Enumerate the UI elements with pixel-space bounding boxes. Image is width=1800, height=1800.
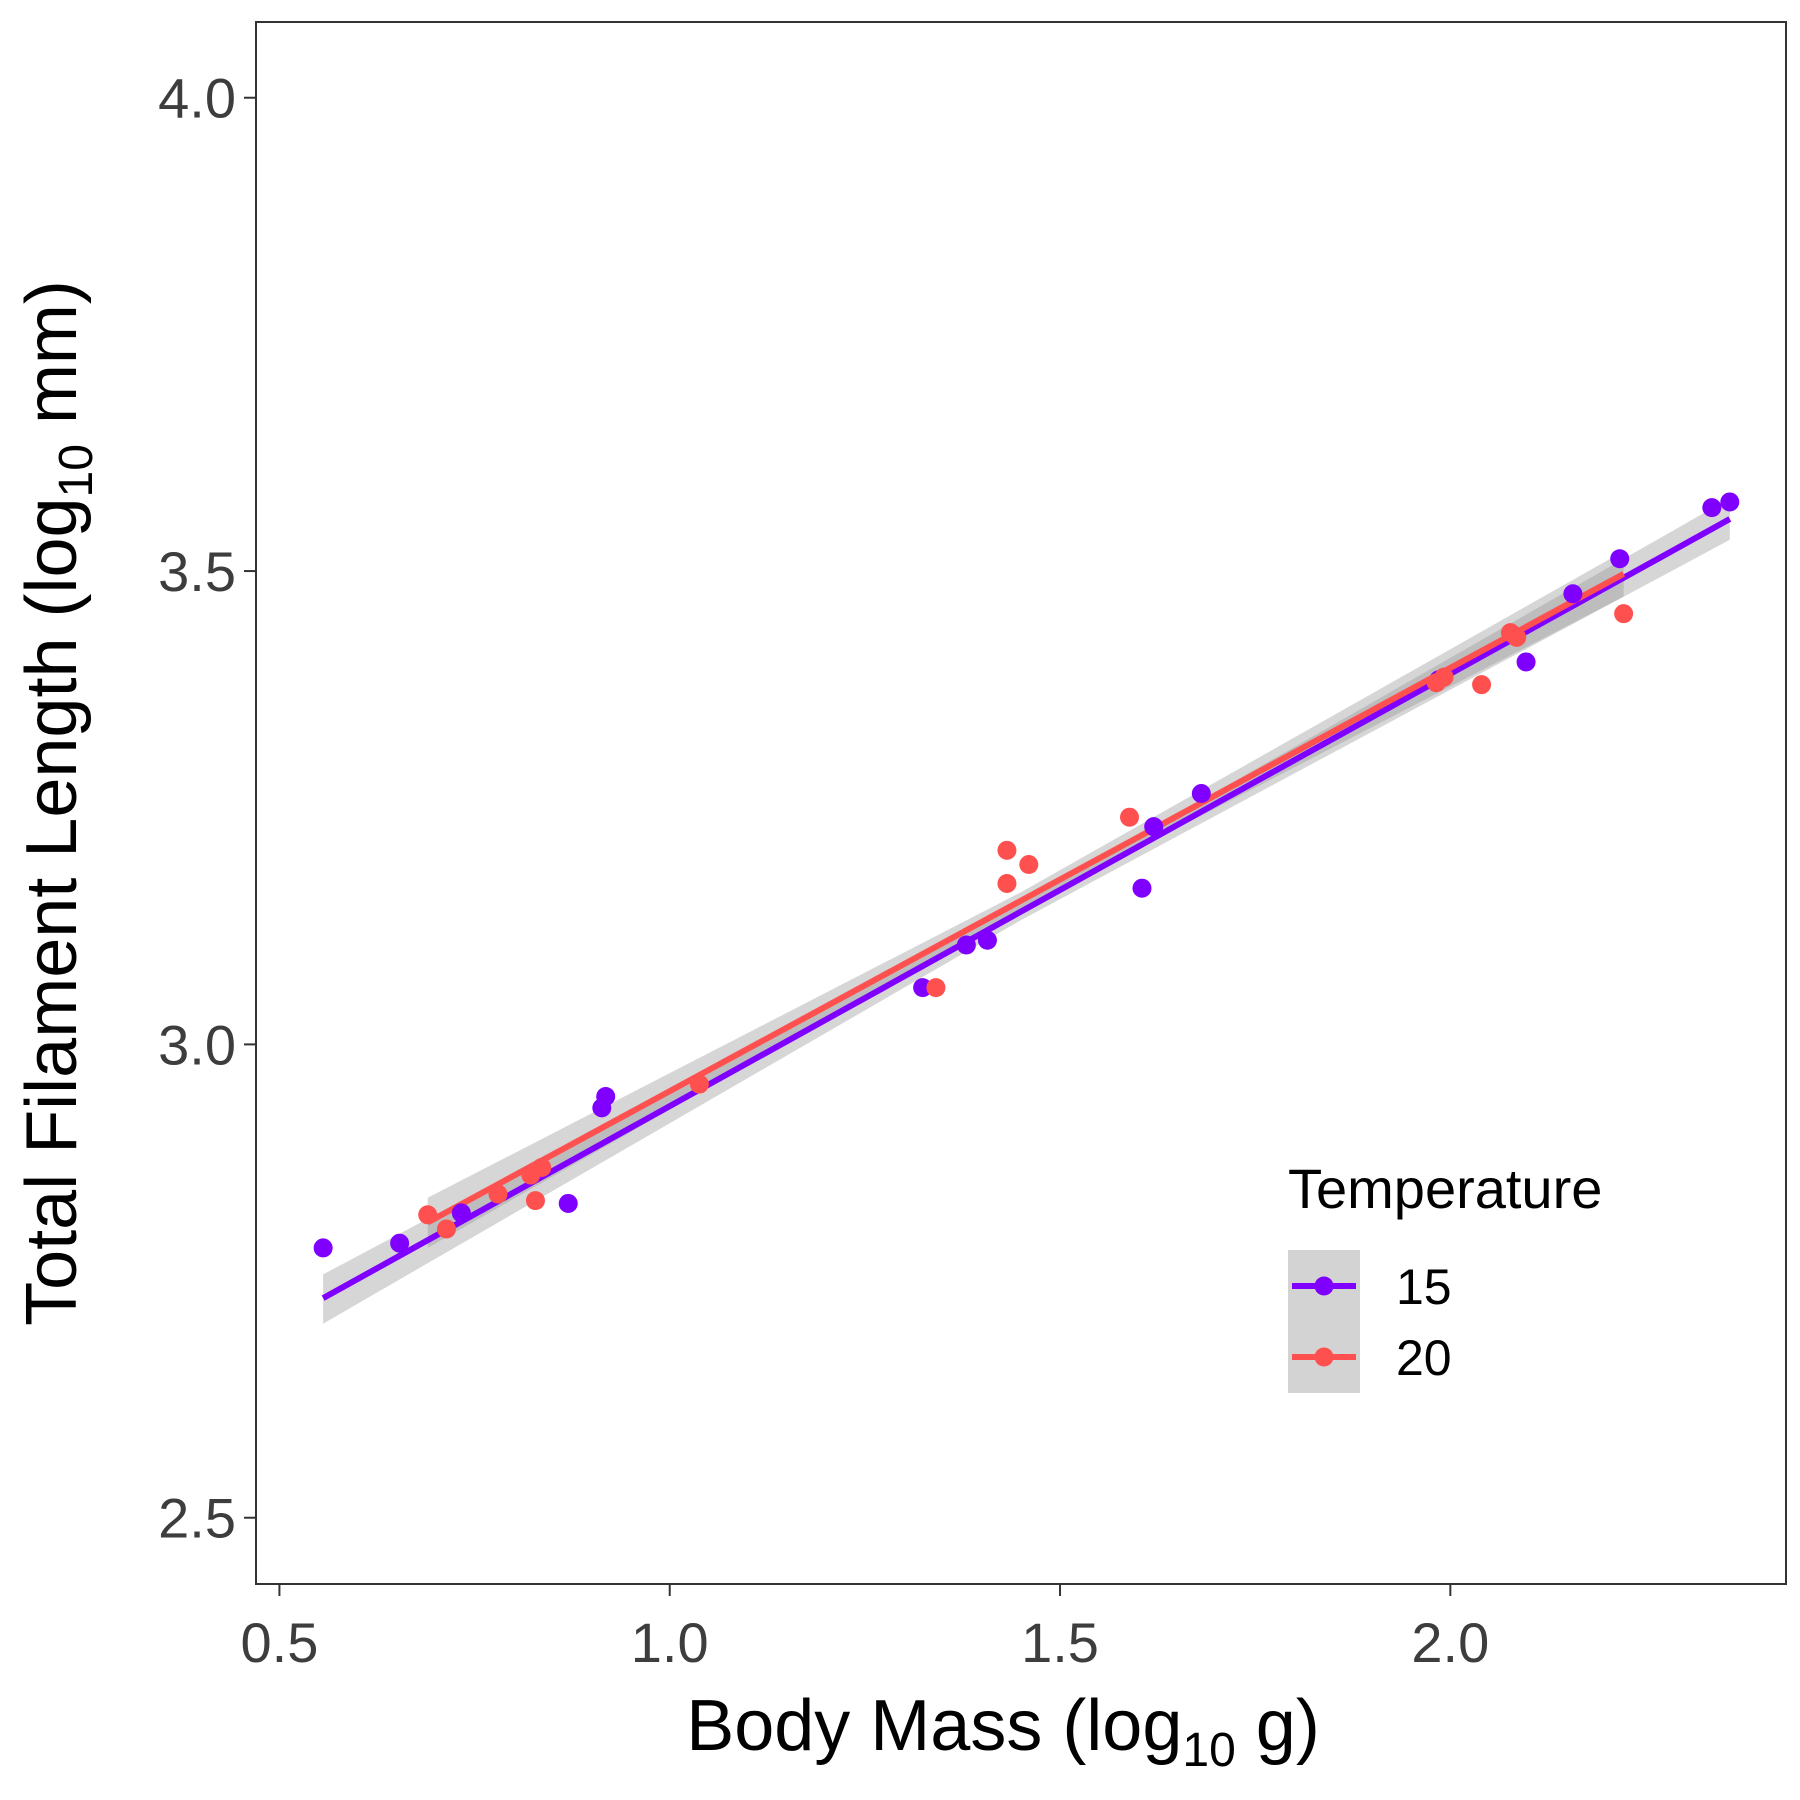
y-tick-label: 3.5 [158, 540, 236, 603]
data-point-15 [1144, 817, 1164, 837]
x-tick-label: 1.0 [631, 1611, 709, 1674]
legend-key-point-20 [1314, 1347, 1334, 1367]
fit-line-20 [426, 571, 1626, 1226]
data-point-15 [1563, 584, 1583, 604]
x-axis: 0.5 1.0 1.5 2.0 [240, 1584, 1489, 1674]
data-point-15 [1610, 549, 1630, 569]
y-tick-label: 2.5 [158, 1487, 236, 1550]
data-point-20 [418, 1205, 438, 1225]
data-point-20 [1019, 855, 1039, 875]
legend-key-background [1288, 1250, 1360, 1393]
data-point-15 [451, 1203, 471, 1223]
data-point-20 [1507, 627, 1527, 647]
data-point-15 [596, 1086, 616, 1106]
data-point-20 [436, 1219, 456, 1239]
fit-line-15 [321, 516, 1732, 1301]
data-point-20 [689, 1074, 709, 1094]
data-point-20 [532, 1157, 552, 1177]
data-point-20 [1614, 604, 1634, 624]
plot-panel-border [255, 21, 1787, 1585]
y-tick-label: 4.0 [158, 67, 236, 130]
data-point-15 [558, 1193, 578, 1213]
data-point-20 [1434, 667, 1454, 687]
x-tick-label: 0.5 [240, 1611, 318, 1674]
data-point-20 [997, 873, 1017, 893]
data-point-20 [488, 1184, 508, 1204]
y-tick-label: 3.0 [158, 1013, 236, 1076]
legend-label-15: 15 [1396, 1259, 1452, 1315]
legend-key-point-15 [1314, 1276, 1334, 1296]
x-tick-label: 1.5 [1021, 1611, 1099, 1674]
data-point-15 [313, 1238, 333, 1258]
legend-title: Temperature [1288, 1157, 1602, 1220]
data-point-15 [1516, 652, 1536, 672]
data-points [313, 492, 1740, 1258]
data-point-20 [525, 1191, 545, 1211]
fit-lines [321, 516, 1732, 1301]
y-axis-title: Total Filament Length (log10 mm) [12, 280, 103, 1326]
legend-label-20: 20 [1396, 1330, 1452, 1386]
data-point-15 [1191, 784, 1211, 804]
x-tick-label: 2.0 [1411, 1611, 1489, 1674]
data-point-15 [977, 930, 997, 950]
data-point-15 [956, 935, 976, 955]
data-point-20 [926, 978, 946, 998]
data-point-15 [1702, 498, 1722, 518]
y-axis: 2.5 3.0 3.5 4.0 [158, 67, 256, 1550]
data-point-15 [1720, 492, 1740, 512]
data-point-20 [997, 840, 1017, 860]
x-axis-title: Body Mass (log10 g) [686, 1686, 1320, 1777]
data-point-15 [913, 978, 933, 998]
data-point-15 [1132, 878, 1152, 898]
data-point-20 [1120, 807, 1140, 827]
data-point-20 [1472, 675, 1492, 695]
data-point-15 [390, 1233, 410, 1253]
